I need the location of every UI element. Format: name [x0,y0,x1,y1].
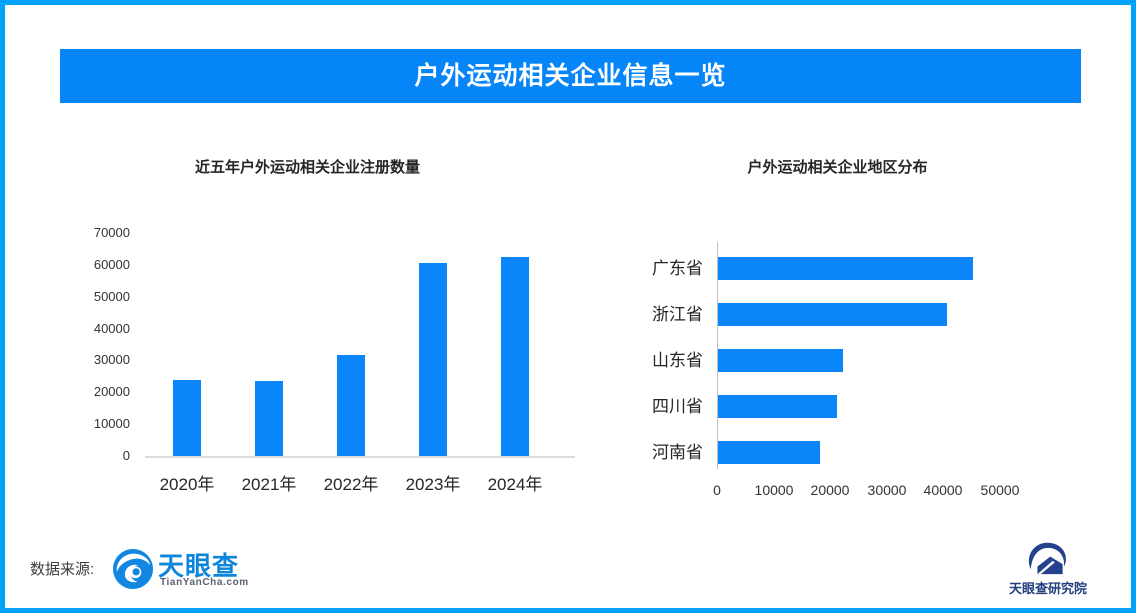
x-tick-label: 50000 [980,482,1020,498]
bar-广东省 [718,257,973,280]
right-chart-title: 户外运动相关企业地区分布 [747,159,928,176]
y-tick-label: 50000 [93,289,130,304]
y-tick-label: 60000 [93,257,130,272]
research-institute-name: 天眼查研究院 [1008,581,1087,596]
x-axis-label: 2021年 [241,475,297,494]
bar-2022年 [337,355,365,456]
x-tick-label: 10000 [754,482,794,498]
category-label-四川省: 四川省 [652,397,703,416]
x-tick-label: 30000 [867,482,907,498]
y-tick-label: 30000 [93,352,130,367]
category-label-山东省: 山东省 [652,351,703,370]
y-tick-label: 10000 [93,416,130,431]
y-tick-label: 70000 [93,225,130,240]
data-source-label: 数据来源: [30,561,95,578]
category-label-浙江省: 浙江省 [652,305,703,324]
category-label-河南省: 河南省 [652,443,703,462]
bar-2021年 [255,381,283,456]
region-distribution-bar-chart: 广东省浙江省山东省四川省河南省 0 10000 20000 30000 40000 500… [600,225,1080,505]
x-axis-label: 2023年 [405,475,461,494]
tianyancha-logo-name: 天眼查 [158,551,240,581]
category-label-广东省: 广东省 [652,259,703,278]
page-title-banner: 户外运动相关企业信息一览 [60,49,1081,103]
y-tick-label: 40000 [93,321,130,336]
bar-山东省 [718,349,843,372]
x-axis-label: 2024年 [487,475,543,494]
x-tick-label: 40000 [923,482,963,498]
x-axis-label: 2020年 [159,475,215,494]
page-title: 户外运动相关企业信息一览 [414,62,727,90]
bar-浙江省 [718,303,947,326]
infographic-canvas: 户外运动相关企业信息一览 近五年户外运动相关企业注册数量 户外运动相关企业地区分… [5,5,1131,608]
x-tick-label: 0 [713,482,721,498]
registrations-bar-chart: 0 10000 20000 30000 40000 50000 60000 70000 202… [60,225,590,500]
bar-四川省 [718,395,837,418]
tianyancha-research-icon [1023,539,1069,577]
bar-2020年 [173,380,201,456]
bar-2023年 [419,263,447,456]
x-tick-label: 20000 [810,482,850,498]
tianyancha-eye-icon [112,548,154,590]
tianyancha-logo-url: TianYanCha.com [160,577,249,588]
plot-area [145,233,575,458]
left-chart-title: 近五年户外运动相关企业注册数量 [194,159,420,176]
bar-河南省 [718,441,820,464]
y-tick-label: 0 [122,448,130,463]
x-axis-label: 2022年 [323,475,379,494]
y-tick-label: 20000 [93,384,130,399]
bar-2024年 [501,257,529,456]
y-axis-line [717,242,718,469]
